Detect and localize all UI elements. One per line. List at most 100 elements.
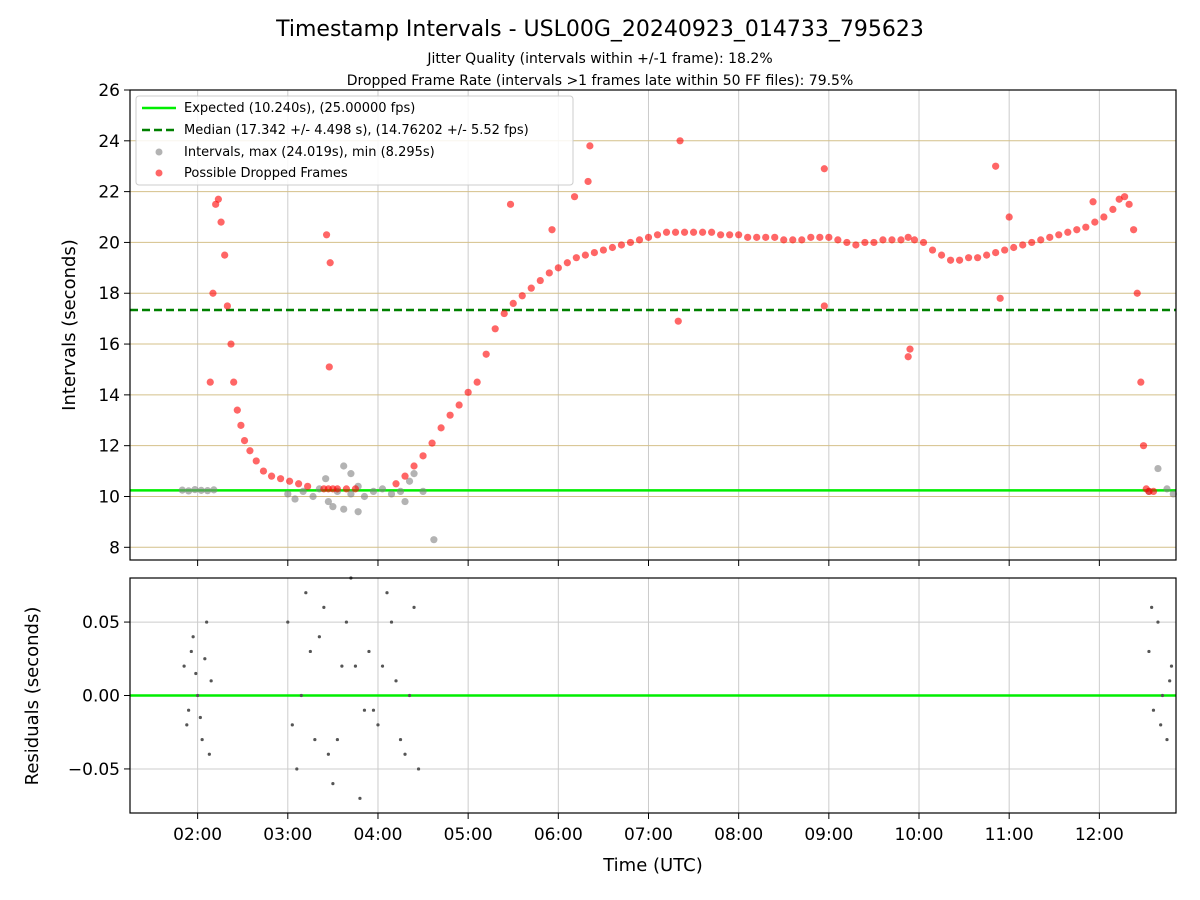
dropped-frame-point (1073, 226, 1081, 234)
dropped-frame-point (992, 248, 1000, 257)
residual-point (185, 723, 189, 727)
dropped-frame-point (227, 340, 235, 348)
time-x-tick-label: 03:00 (263, 825, 312, 845)
residual-point (416, 767, 421, 771)
dropped-frame-point (1055, 231, 1063, 239)
dropped-frame-point (572, 254, 580, 262)
residual-point (313, 737, 317, 742)
time-x-tick-label: 10:00 (895, 825, 944, 845)
interval-point (185, 487, 193, 495)
dropped-frame-point (240, 436, 249, 445)
dropped-frame-point (635, 236, 644, 244)
dropped-frame-point (906, 345, 914, 353)
dropped-frame-point (843, 238, 851, 247)
time-x-tick-label: 12:00 (1075, 825, 1124, 845)
dropped-frame-point (267, 472, 276, 480)
interval-point (309, 492, 317, 501)
residual-point (1150, 605, 1154, 609)
residual-point (394, 679, 398, 683)
dropped-frame-point (789, 236, 797, 244)
time-x-tick-label: 08:00 (714, 825, 763, 845)
intervals-plot-frame (129, 89, 1177, 561)
dropped-frame-point (214, 195, 222, 203)
dropped-frame-point (326, 259, 334, 267)
residual-point (196, 693, 200, 698)
residual-point (191, 635, 195, 639)
intervals-reference-lines (130, 308, 1176, 492)
dropped-frame-point (464, 388, 472, 396)
dropped-frame-point (955, 256, 964, 264)
dropped-frame-point (237, 421, 245, 429)
dropped-frame-point (897, 236, 905, 244)
dropped-frame-point (1089, 198, 1097, 206)
dropped-frame-point (491, 325, 499, 333)
dropped-frame-point (744, 233, 752, 241)
dropped-frame-point (259, 467, 268, 475)
dropped-frame-point (548, 226, 556, 234)
dropped-frame-point (527, 284, 535, 292)
dropped-frame-point (919, 238, 928, 247)
interval-point (324, 497, 332, 506)
dropped-frame-point (735, 231, 743, 239)
dropped-frame-point (518, 292, 526, 300)
dropped-frame-point (1005, 213, 1013, 221)
dropped-frame-point (974, 254, 982, 262)
residual-point (367, 649, 371, 654)
dropped-frame-point (286, 477, 294, 485)
residual-point (407, 693, 412, 698)
dropped-frame-point (509, 299, 517, 308)
dropped-frame-point (1149, 487, 1158, 496)
interval-point (291, 495, 299, 503)
interval-point (299, 487, 307, 496)
residual-point (331, 782, 335, 786)
residual-point (295, 767, 299, 771)
intervals-y-tick-label: 26 (98, 81, 120, 101)
residual-point (290, 723, 294, 727)
dropped-frame-point (586, 142, 594, 150)
dropped-frame-point (676, 137, 684, 145)
dropped-frame-point (717, 231, 725, 239)
dropped-frame-point (206, 378, 214, 386)
dropped-frame-point (1109, 205, 1117, 214)
intervals-y-tick-label: 24 (98, 132, 120, 152)
intervals-y-tick-label: 20 (98, 233, 120, 253)
dropped-frame-point (482, 350, 490, 358)
residual-point (376, 723, 380, 727)
legend-expected-label: Expected (10.240s), (25.00000 fps) (184, 101, 415, 116)
residual-point (189, 649, 193, 654)
residual-point (1165, 737, 1169, 742)
dropped-frame-point (428, 439, 436, 447)
dropped-frame-point (295, 480, 303, 488)
residuals-y-tick-label: 0.05 (82, 613, 120, 633)
interval-point (210, 486, 218, 494)
legend-dropped-label: Possible Dropped Frames (184, 166, 348, 181)
residual-point (203, 657, 207, 661)
residual-point (385, 591, 389, 595)
residual-point (198, 715, 202, 720)
interval-point (369, 487, 378, 496)
intervals-y-tick-label: 14 (98, 386, 120, 406)
residual-point (1147, 649, 1151, 654)
dropped-frame-point (626, 238, 635, 247)
dropped-frame-point (325, 363, 333, 371)
residual-point (1156, 620, 1160, 624)
residual-point (1160, 693, 1165, 698)
time-x-tick-label: 04:00 (353, 825, 402, 845)
residual-point (182, 664, 186, 668)
residuals-panel: 0.050.00−0.05 02:00 03:00 04:00 05:00 06:00 0… (22, 576, 1177, 876)
dropped-frame-point (780, 236, 788, 244)
interval-point (387, 490, 396, 498)
residuals-y-ticks: 0.05 0.00 −0.05 (68, 613, 130, 780)
dropped-frame-point (419, 452, 427, 460)
dropped-frame-point (861, 238, 869, 247)
interval-point (1154, 464, 1162, 473)
dropped-frame-point (1082, 223, 1090, 231)
intervals-grid (130, 89, 1176, 560)
dropped-frame-point (590, 248, 598, 257)
residual-point (187, 708, 191, 712)
residual-point (317, 635, 321, 639)
residual-point (1169, 664, 1174, 668)
dropped-frame-point (536, 276, 544, 285)
dropped-frame-point (726, 231, 734, 239)
